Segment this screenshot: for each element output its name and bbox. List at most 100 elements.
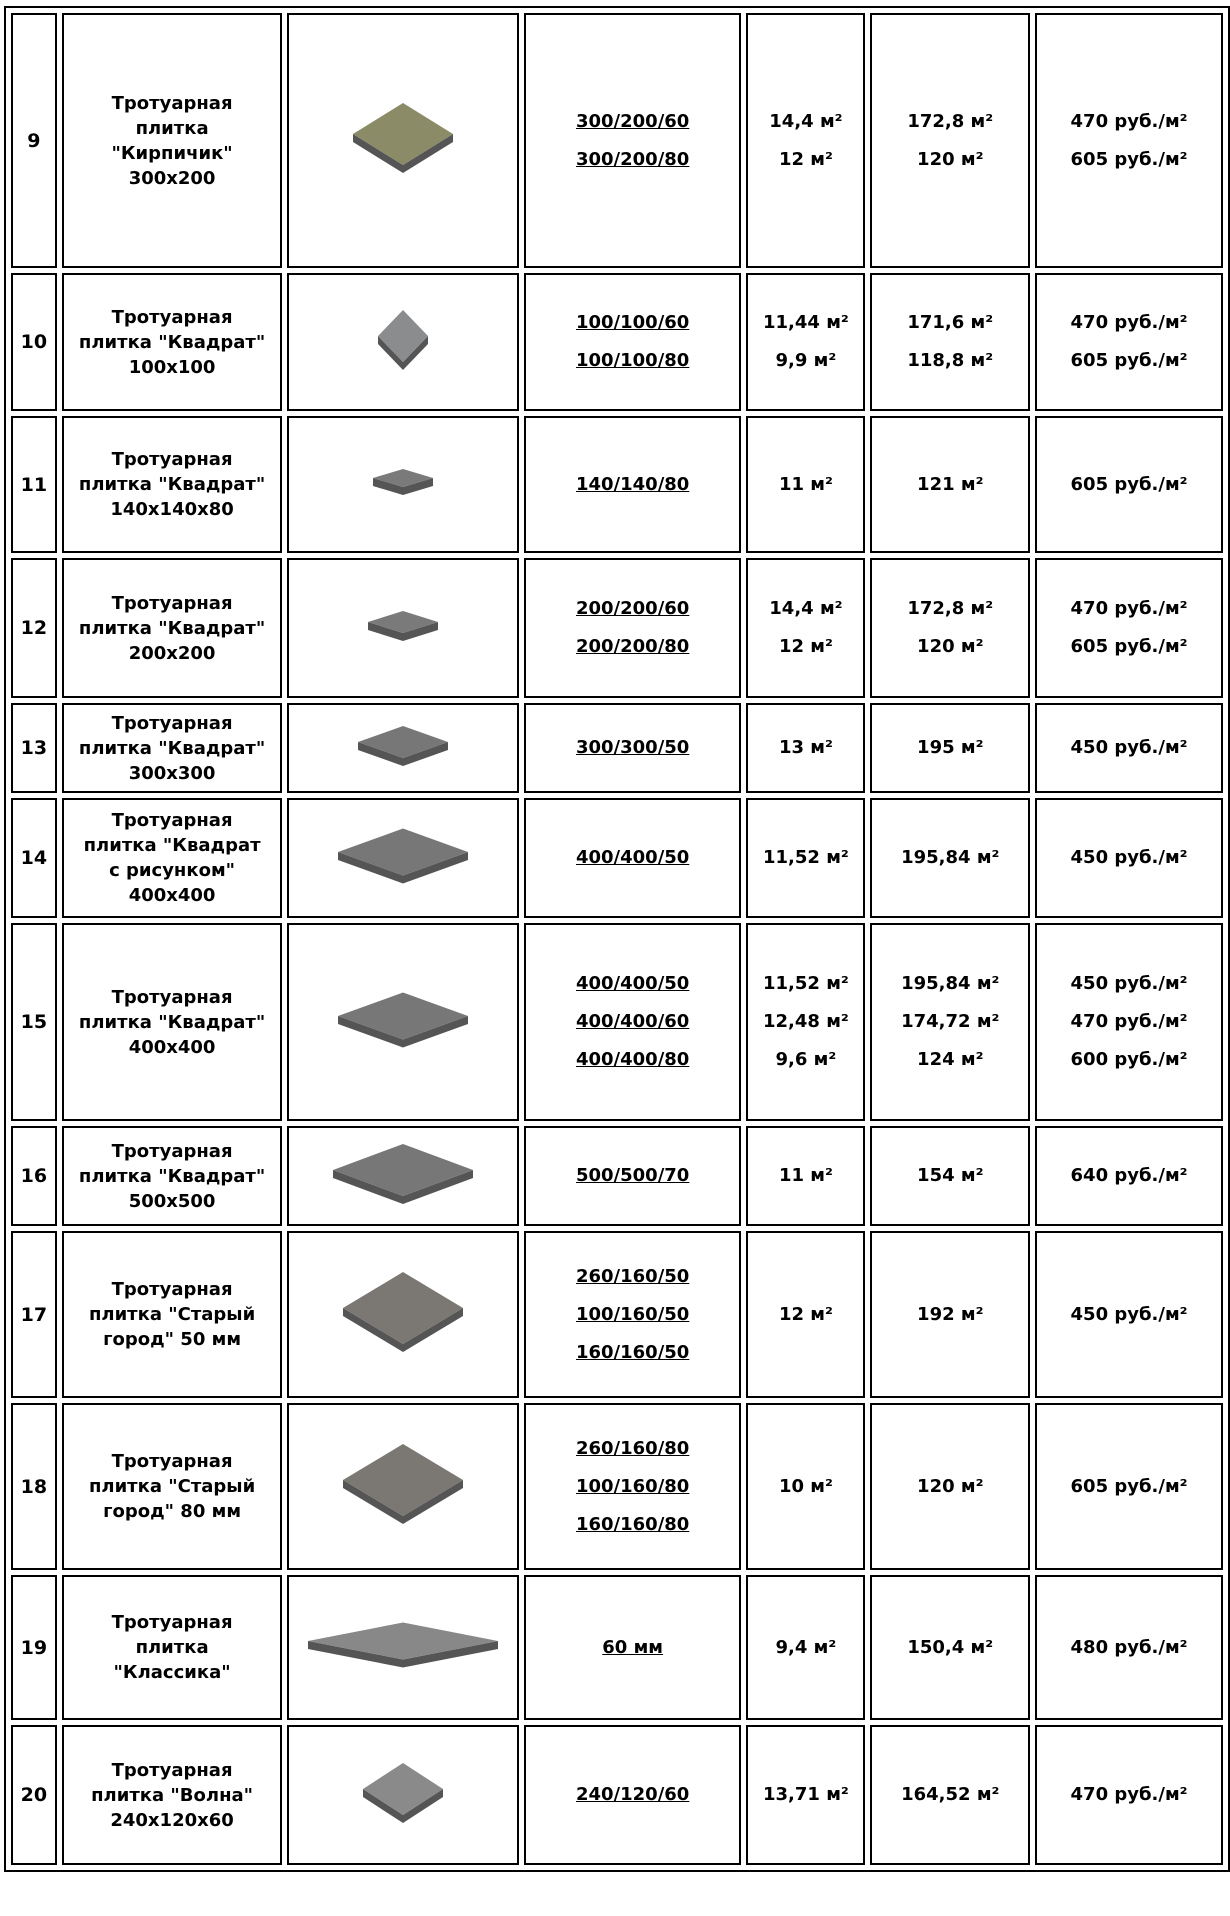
size-link-cell: 500/500/70 [523, 1126, 742, 1226]
price-cell: 450 руб./м² [1035, 798, 1223, 918]
price-table: 9 Тротуарная плитка "Кирпичик" 300х200 300/20… [4, 6, 1230, 1872]
row-number: 15 [11, 923, 57, 1121]
tile-image [373, 469, 434, 495]
product-image [287, 1725, 519, 1865]
price: 470 руб./м² [1070, 312, 1188, 333]
price: 470 руб./м² [1070, 110, 1188, 132]
tile-image [368, 610, 439, 641]
area-cell: 14,4 м² 12 м² [746, 13, 866, 268]
volume-cell: 195,84 м² [870, 798, 1031, 918]
name-line: с рисунком" [109, 860, 236, 881]
price: 450 руб./м² [1070, 847, 1188, 868]
price: 480 руб./м² [1070, 1636, 1188, 1658]
name-line: Тротуарная [111, 592, 233, 614]
volume: 195 м² [917, 737, 984, 758]
area: 11 м² [778, 1165, 833, 1186]
area-cell: 13 м² [746, 703, 866, 793]
product-image [287, 13, 519, 268]
table-row: 19 Тротуарная плитка "Классика" 60 мм 9,4 м² 1… [11, 1575, 1223, 1720]
product-name: Тротуарная плитка "Квадрат" 100х100 [61, 273, 283, 411]
size-link[interactable]: 400/400/80 [575, 1049, 690, 1070]
name-line: плитка [135, 117, 209, 139]
name-line: 500х500 [128, 1190, 216, 1212]
name-line: плитка "Квадрат [83, 835, 261, 856]
area: 12 м² [778, 148, 833, 170]
name-line: Тротуарная [111, 449, 233, 470]
product-image [287, 923, 519, 1121]
price: 605 руб./м² [1070, 636, 1188, 657]
size-link[interactable]: 200/200/60 [575, 598, 690, 619]
area-cell: 11,52 м² [746, 798, 866, 918]
area: 11 м² [778, 473, 833, 495]
tile-image [308, 1622, 499, 1668]
size-link[interactable]: 260/160/80 [575, 1437, 690, 1459]
volume-cell: 195,84 м² 174,72 м² 124 м² [870, 923, 1031, 1121]
name-line: Тротуарная [111, 1279, 233, 1300]
size-link[interactable]: 160/160/80 [575, 1513, 690, 1535]
table-row: 10 Тротуарная плитка "Квадрат" 100х100 100/1… [11, 273, 1223, 411]
area: 14,4 м² [769, 598, 843, 619]
size-link[interactable]: 100/100/60 [575, 312, 690, 333]
size-link[interactable]: 400/400/50 [575, 847, 690, 868]
name-line: 140х140х80 [110, 499, 234, 520]
product-image [287, 273, 519, 411]
name-line: Тротуарная [111, 1759, 233, 1781]
size-link[interactable]: 300/200/60 [575, 110, 690, 132]
price: 450 руб./м² [1070, 737, 1188, 758]
area-cell: 11 м² [746, 416, 866, 553]
product-image [287, 558, 519, 698]
size-link[interactable]: 400/400/60 [575, 1011, 690, 1032]
product-name: Тротуарная плитка "Квадрат" 140х140х80 [61, 416, 283, 553]
volume: 120 м² [917, 1475, 984, 1497]
volume: 195,84 м² [901, 847, 1000, 868]
price-cell: 450 руб./м² 470 руб./м² 600 руб./м² [1035, 923, 1223, 1121]
size-link[interactable]: 100/160/50 [575, 1303, 690, 1325]
area: 13,71 м² [763, 1784, 849, 1805]
volume-cell: 192 м² [870, 1231, 1031, 1398]
volume-cell: 172,8 м² 120 м² [870, 558, 1031, 698]
size-link[interactable]: 260/160/50 [575, 1265, 690, 1287]
size-link[interactable]: 300/200/80 [575, 148, 690, 170]
product-name: Тротуарная плитка "Классика" [61, 1575, 283, 1720]
volume: 150,4 м² [907, 1636, 994, 1658]
size-link-cell: 240/120/60 [523, 1725, 742, 1865]
name-line: 300х200 [128, 167, 216, 189]
name-line: плитка "Квадрат" [78, 617, 266, 639]
size-link[interactable]: 200/200/80 [575, 636, 690, 657]
size-link[interactable]: 140/140/80 [575, 473, 690, 495]
price-cell: 470 руб./м² [1035, 1725, 1223, 1865]
name-line: плитка "Квадрат" [78, 331, 266, 353]
size-link-cell: 140/140/80 [523, 416, 742, 553]
size-link[interactable]: 240/120/60 [575, 1784, 690, 1805]
name-line: 100х100 [128, 356, 216, 378]
area: 13 м² [778, 737, 833, 758]
size-link[interactable]: 100/100/80 [575, 350, 690, 371]
tile-image [338, 828, 469, 883]
price: 605 руб./м² [1070, 148, 1188, 170]
size-link[interactable]: 300/300/50 [575, 737, 690, 758]
price-cell: 470 руб./м² 605 руб./м² [1035, 273, 1223, 411]
area-cell: 14,4 м² 12 м² [746, 558, 866, 698]
volume: 172,8 м² [907, 110, 994, 132]
size-link[interactable]: 400/400/50 [575, 973, 690, 994]
row-number: 10 [11, 273, 57, 411]
name-line: Тротуарная [111, 1451, 233, 1472]
row-number: 18 [11, 1403, 57, 1570]
name-line: плитка "Старый [88, 1304, 256, 1325]
area-cell: 11,44 м² 9,9 м² [746, 273, 866, 411]
price: 605 руб./м² [1070, 473, 1188, 495]
product-name: Тротуарная плитка "Квадрат с рисунком" 400х… [61, 798, 283, 918]
size-link[interactable]: 100/160/80 [575, 1475, 690, 1497]
volume-cell: 195 м² [870, 703, 1031, 793]
size-link[interactable]: 60 мм [602, 1636, 664, 1658]
price: 605 руб./м² [1070, 350, 1188, 371]
price-cell: 470 руб./м² 605 руб./м² [1035, 13, 1223, 268]
size-link[interactable]: 500/500/70 [575, 1165, 690, 1186]
table-row: 13 Тротуарная плитка "Квадрат" 300х300 300/3… [11, 703, 1223, 793]
name-line: плитка "Квадрат" [78, 737, 266, 759]
name-line: Тротуарная [111, 306, 233, 328]
tile-image [358, 725, 449, 766]
name-line: "Классика" [113, 1662, 231, 1683]
row-number: 19 [11, 1575, 57, 1720]
size-link[interactable]: 160/160/50 [575, 1341, 690, 1363]
